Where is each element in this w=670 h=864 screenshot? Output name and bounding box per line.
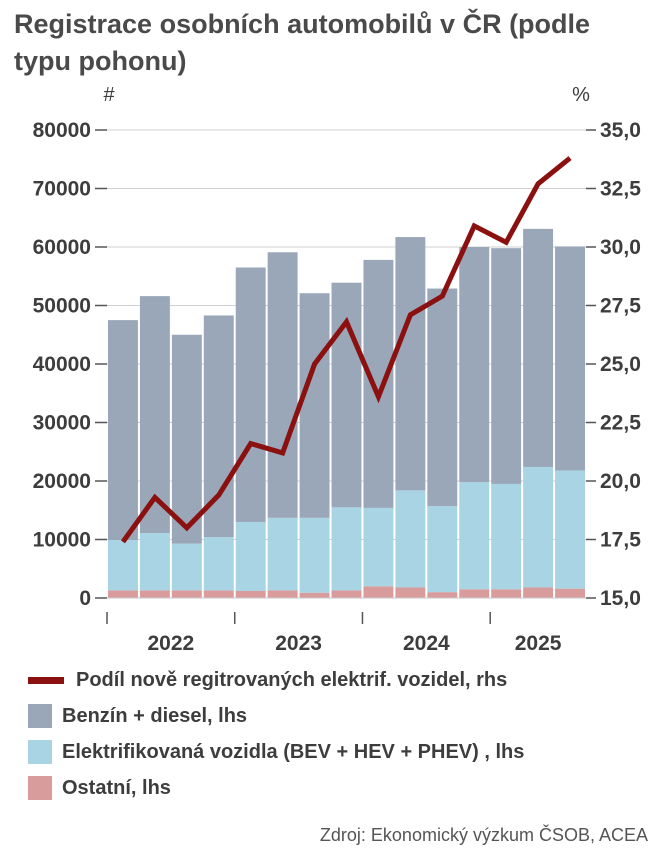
bar-ostatni xyxy=(491,589,522,598)
bar-benzin-diesel xyxy=(555,246,585,471)
left-axis-unit: # xyxy=(103,84,115,106)
bar-elektrifikovana xyxy=(363,507,394,587)
chart-plot: 0 15,0 10000 17,5 20000 20,0 30000 22,5 40000 25,… xyxy=(33,84,642,655)
bar-elektrifikovana xyxy=(555,470,585,589)
legend-label: Elektrifikovaná vozidla (BEV + HEV + PHE… xyxy=(62,740,525,763)
bar-benzin-diesel xyxy=(523,228,554,467)
bar-benzin-diesel xyxy=(427,288,458,507)
bar-ostatni xyxy=(299,592,330,598)
left-tick-label: 80000 xyxy=(33,119,91,142)
legend-item-benzin-diesel: Benzín + diesel, lhs xyxy=(28,698,524,734)
share-line-series xyxy=(120,156,572,544)
bar-benzin-diesel xyxy=(363,259,394,508)
bar-elektrifikovana xyxy=(299,517,330,593)
left-tick-label: 60000 xyxy=(33,236,91,259)
bar-series xyxy=(108,228,585,598)
legend-item-share-line: Podíl nově regitrovaných elektrif. vozid… xyxy=(28,662,524,698)
bar-ostatni xyxy=(267,590,298,598)
legend-box-swatch xyxy=(28,776,52,800)
bar-elektrifikovana xyxy=(491,483,522,590)
bar-benzin-diesel xyxy=(171,334,202,544)
bar-ostatni xyxy=(363,586,394,598)
x-year-label: 2024 xyxy=(403,632,450,655)
bar-benzin-diesel xyxy=(491,248,522,484)
bar-elektrifikovana xyxy=(171,543,202,591)
right-tick-label: 27,5 xyxy=(600,295,641,318)
legend-label: Podíl nově regitrovaných elektrif. vozid… xyxy=(76,668,508,691)
bar-benzin-diesel xyxy=(395,237,426,491)
tick-labels: 0 15,0 10000 17,5 20000 20,0 30000 22,5 40000 25,… xyxy=(33,119,642,655)
right-tick-label: 22,5 xyxy=(600,412,641,435)
bar-elektrifikovana xyxy=(108,540,138,591)
bar-ostatni xyxy=(139,590,170,598)
bar-ostatni xyxy=(331,590,362,598)
bar-ostatni xyxy=(523,587,554,598)
chart-title: Registrace osobních automobilů v ČR (pod… xyxy=(14,9,591,76)
bar-benzin-diesel xyxy=(203,315,234,538)
x-year-label: 2023 xyxy=(275,632,322,655)
left-tick-label: 30000 xyxy=(33,412,91,435)
right-tick-label: 15,0 xyxy=(600,587,641,610)
bar-elektrifikovana xyxy=(331,507,362,591)
bar-ostatni xyxy=(203,590,234,598)
x-year-label: 2022 xyxy=(148,632,195,655)
bar-elektrifikovana xyxy=(395,490,426,588)
bar-benzin-diesel xyxy=(299,293,330,518)
bar-ostatni xyxy=(235,590,266,598)
bar-ostatni xyxy=(171,590,202,598)
bar-ostatni xyxy=(459,589,490,598)
left-tick-label: 70000 xyxy=(33,178,91,201)
bar-elektrifikovana xyxy=(267,517,298,591)
right-tick-label: 25,0 xyxy=(600,353,641,376)
legend: Podíl nově regitrovaných elektrif. vozid… xyxy=(28,662,524,806)
left-tick-label: 10000 xyxy=(33,529,91,552)
bar-benzin-diesel xyxy=(108,320,138,541)
axes xyxy=(95,129,596,624)
legend-item-ostatni: Ostatní, lhs xyxy=(28,770,524,806)
right-tick-label: 20,0 xyxy=(600,470,641,493)
bar-benzin-diesel xyxy=(235,267,266,522)
left-tick-label: 50000 xyxy=(33,295,91,318)
legend-box-swatch xyxy=(28,740,52,764)
bar-benzin-diesel xyxy=(139,296,170,534)
bar-ostatni xyxy=(555,588,585,598)
right-axis-unit: % xyxy=(572,84,590,106)
legend-label: Benzín + diesel, lhs xyxy=(62,704,248,727)
bar-elektrifikovana xyxy=(203,537,234,591)
legend-item-elektrifikovana: Elektrifikovaná vozidla (BEV + HEV + PHE… xyxy=(28,734,524,770)
left-tick-label: 40000 xyxy=(33,353,91,376)
left-tick-label: 20000 xyxy=(33,470,91,493)
bar-benzin-diesel xyxy=(331,282,362,508)
bar-benzin-diesel xyxy=(459,247,490,483)
bar-benzin-diesel xyxy=(267,252,298,518)
legend-box-swatch xyxy=(28,704,52,728)
left-tick-label: 0 xyxy=(79,587,91,610)
bar-ostatni xyxy=(427,592,458,598)
x-year-label: 2025 xyxy=(515,632,562,655)
right-tick-label: 32,5 xyxy=(600,178,641,201)
bar-elektrifikovana xyxy=(523,466,554,588)
right-tick-label: 17,5 xyxy=(600,529,641,552)
bar-elektrifikovana xyxy=(459,482,490,590)
legend-line-swatch xyxy=(28,676,64,684)
bar-elektrifikovana xyxy=(427,506,458,593)
source-note: Zdroj: Ekonomický výzkum ČSOB, ACEA xyxy=(319,825,648,845)
bar-ostatni xyxy=(108,590,138,598)
bar-elektrifikovana xyxy=(235,521,266,591)
bar-elektrifikovana xyxy=(139,533,170,591)
legend-label: Ostatní, lhs xyxy=(62,776,171,799)
right-tick-label: 30,0 xyxy=(600,236,641,259)
right-tick-label: 35,0 xyxy=(600,119,641,142)
bar-ostatni xyxy=(395,587,426,598)
